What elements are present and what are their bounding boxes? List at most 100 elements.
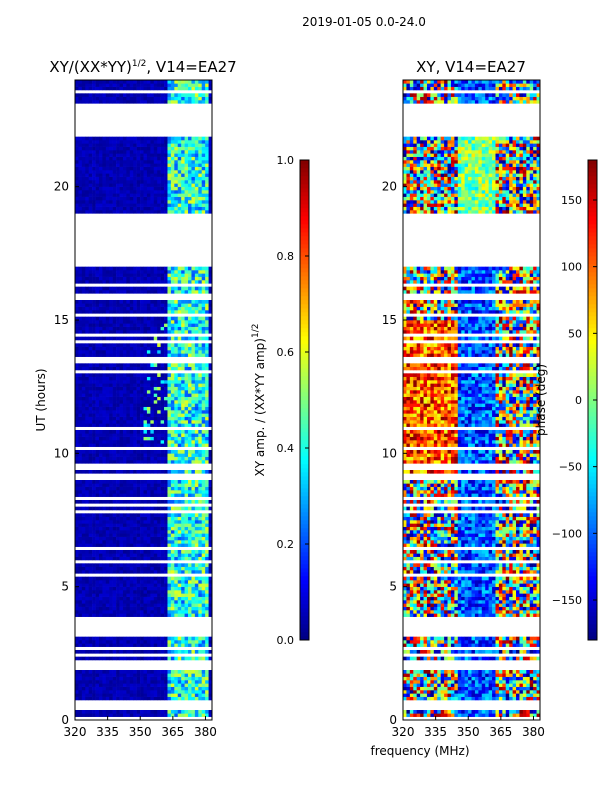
heatmap-cell <box>140 300 144 304</box>
heatmap-cell <box>92 383 96 387</box>
heatmap-cell <box>78 396 83 401</box>
heatmap-cell <box>85 173 89 177</box>
heatmap-cell <box>119 420 124 424</box>
heatmap-cell <box>129 520 134 524</box>
heatmap-cell <box>181 583 185 587</box>
heatmap-cell <box>95 186 100 191</box>
heatmap-cell <box>105 550 110 554</box>
heatmap-cell <box>75 316 79 321</box>
heatmap-cell <box>112 390 117 394</box>
heatmap-cell <box>81 600 86 604</box>
heatmap-cell <box>153 490 158 494</box>
heatmap-cell <box>164 420 168 424</box>
heatmap-cell <box>170 460 175 464</box>
heatmap-cell <box>188 140 192 144</box>
heatmap-cell <box>198 713 203 717</box>
heatmap-cell <box>167 100 172 104</box>
heatmap-cell <box>105 100 110 104</box>
heatmap-cell <box>201 266 206 271</box>
heatmap-cell <box>184 146 189 151</box>
heatmap-cell <box>102 693 107 697</box>
heatmap-cell <box>81 390 86 394</box>
heatmap-cell <box>177 680 182 684</box>
heatmap-cell <box>102 506 107 511</box>
heatmap-cell <box>198 453 203 457</box>
heatmap-cell <box>194 540 199 544</box>
heatmap-cell <box>201 280 206 284</box>
heatmap-cell <box>116 520 120 524</box>
heatmap-cell <box>81 570 86 574</box>
heatmap-cell <box>153 436 158 441</box>
heatmap-cell <box>140 346 144 351</box>
heatmap-cell <box>164 326 168 331</box>
heatmap-cell <box>164 346 168 351</box>
heatmap-cell <box>140 410 144 414</box>
heatmap-cell <box>78 180 83 184</box>
heatmap-cell <box>160 190 165 194</box>
heatmap-cell <box>146 600 151 604</box>
heatmap-cell <box>150 300 155 304</box>
heatmap-cell <box>116 443 120 447</box>
heatmap-cell <box>122 176 127 181</box>
heatmap-cell <box>95 523 100 527</box>
heatmap-cell <box>133 316 137 321</box>
heatmap-cell <box>184 710 189 714</box>
heatmap-cell <box>140 580 144 584</box>
heatmap-cell <box>164 330 168 334</box>
heatmap-cell <box>188 323 192 327</box>
heatmap-cell <box>150 423 155 427</box>
heatmap-cell <box>95 393 100 397</box>
heatmap-cell <box>157 566 161 571</box>
heatmap-cell <box>143 186 148 191</box>
heatmap-cell <box>150 96 155 101</box>
heatmap-cell <box>129 450 134 454</box>
heatmap-cell <box>181 460 185 464</box>
heatmap-cell <box>75 366 79 371</box>
heatmap-cell <box>126 610 131 614</box>
heatmap-cell <box>205 486 209 491</box>
heatmap-cell <box>133 576 137 581</box>
heatmap-cell <box>191 390 196 394</box>
heatmap-cell <box>126 680 131 684</box>
heatmap-cell <box>181 380 185 384</box>
heatmap-cell <box>81 490 86 494</box>
heatmap-cell <box>88 523 93 527</box>
heatmap-cell <box>92 590 96 594</box>
heatmap-cell <box>177 450 182 454</box>
heatmap-cell <box>198 383 203 387</box>
heatmap-cell <box>205 470 209 474</box>
heatmap-cell <box>116 373 120 377</box>
heatmap-cell <box>98 350 103 354</box>
heatmap-cell <box>150 273 155 277</box>
heatmap-cell <box>116 206 120 211</box>
heatmap-cell <box>109 326 113 331</box>
heatmap-cell <box>167 650 172 654</box>
heatmap-cell <box>102 156 107 161</box>
heatmap-cell <box>105 556 110 561</box>
heatmap-cell <box>146 303 151 307</box>
heatmap-cell <box>188 413 192 417</box>
heatmap-cell <box>88 486 93 491</box>
heatmap-cell <box>122 470 127 474</box>
heatmap-cell <box>112 696 117 701</box>
heatmap-cell <box>102 576 107 581</box>
heatmap-cell <box>136 580 141 584</box>
heatmap-cell <box>194 206 199 211</box>
heatmap-cell <box>208 456 213 461</box>
heatmap-cell <box>81 170 86 174</box>
heatmap-cell <box>116 693 120 697</box>
heatmap-cell <box>160 166 165 171</box>
heatmap-cell <box>164 686 168 691</box>
heatmap-cell <box>140 553 144 557</box>
heatmap-cell <box>164 316 168 321</box>
heatmap-cell <box>170 363 175 367</box>
heatmap-cell <box>157 420 161 424</box>
heatmap-cell <box>150 320 155 324</box>
heatmap-cell <box>119 146 124 151</box>
heatmap-cell <box>167 613 172 617</box>
heatmap-cell <box>116 690 120 694</box>
heatmap-cell <box>208 583 213 587</box>
heatmap-cell <box>146 636 151 641</box>
heatmap-cell <box>116 506 120 511</box>
heatmap-cell <box>81 146 86 151</box>
